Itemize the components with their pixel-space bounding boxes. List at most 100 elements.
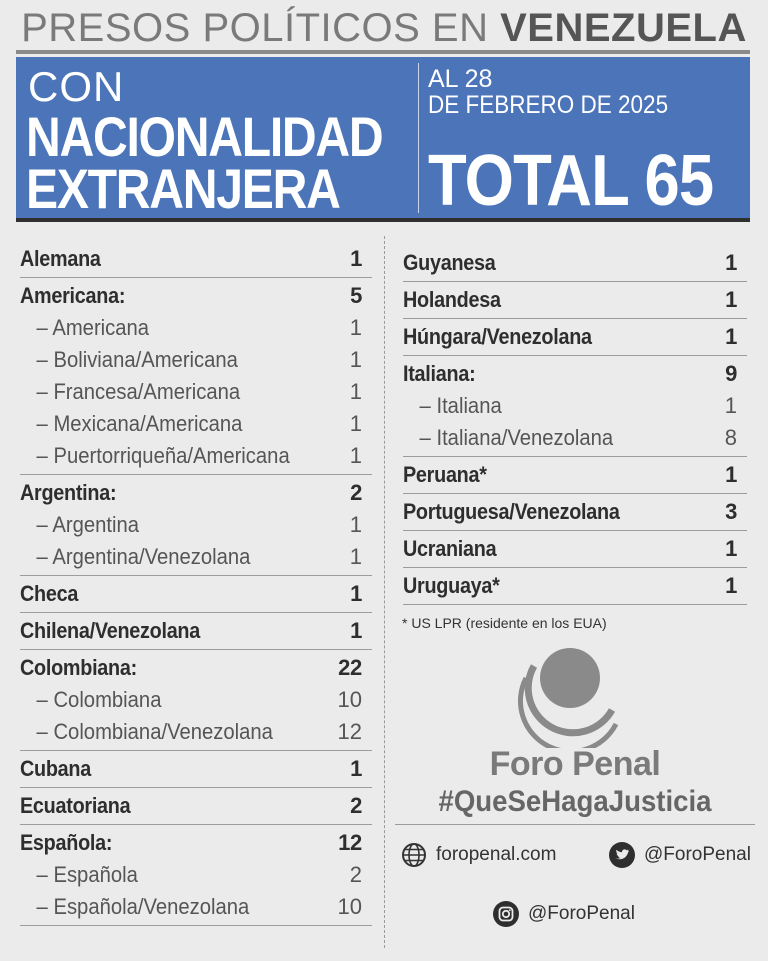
sub-nationality-row: – Argentina 1 [20, 509, 372, 541]
nationality-group: Uruguaya* 1 [403, 568, 747, 605]
nationality-label: Uruguaya* [403, 573, 500, 598]
nationality-row: Española: 12 [20, 827, 372, 859]
sub-nationality-row: – Española/Venezolana 10 [20, 891, 372, 923]
nationality-label: Colombiana: [20, 655, 137, 680]
sub-nationality-row: – Mexicana/Americana 1 [20, 408, 372, 440]
nationality-row: Uruguaya* 1 [403, 570, 747, 602]
sub-nationality-row: – Española 2 [20, 859, 372, 891]
twitter-link[interactable]: @ForoPenal [608, 841, 751, 869]
nationality-count: 5 [350, 283, 362, 308]
banner-line-2: NACIONALIDAD [26, 105, 384, 168]
nationality-row: Cubana 1 [20, 753, 372, 785]
nationality-group: Argentina: 2– Argentina 1 – Argentina/Venez… [20, 475, 372, 576]
right-column: Guyanesa 1 Holandesa 1 Húngara/Venezolana 1 It… [403, 245, 747, 605]
nationality-count: 2 [350, 793, 362, 818]
sub-nationality-count: 1 [349, 443, 362, 468]
nationality-row: Peruana* 1 [403, 459, 747, 491]
sub-nationality-row: – Francesa/Americana 1 [20, 376, 372, 408]
nationality-label: Italiana: [403, 361, 476, 386]
nationality-group: Húngara/Venezolana 1 [403, 319, 747, 356]
twitter-icon [608, 841, 636, 869]
sub-nationality-row: – Puertorriqueña/Americana 1 [20, 440, 372, 472]
nationality-row: Alemana 1 [20, 243, 372, 275]
nationality-count: 1 [350, 618, 362, 643]
nationality-row: Italiana: 9 [403, 358, 747, 390]
nationality-label: Portuguesa/Venezolana [403, 499, 620, 524]
nationality-label: Ecuatoriana [20, 793, 131, 818]
sub-nationality-label: – Francesa/Americana [36, 379, 241, 404]
nationality-label: Checa [20, 581, 79, 606]
nationality-count: 1 [725, 536, 737, 561]
nationality-row: Colombiana: 22 [20, 652, 372, 684]
sub-nationality-row: – Italiana/Venezolana 8 [403, 422, 747, 454]
sub-nationality-label: – Americana [36, 315, 150, 340]
nationality-row: Guyanesa 1 [403, 247, 747, 279]
instagram-handle: @ForoPenal [528, 903, 635, 924]
nationality-label: Alemana [20, 246, 101, 271]
nationality-count: 3 [725, 499, 737, 524]
sub-nationality-count: 10 [337, 894, 362, 919]
title-bold: VENEZUELA [500, 6, 747, 50]
nationality-count: 1 [350, 246, 362, 271]
sub-nationality-row: – Italiana 1 [403, 390, 747, 422]
sub-nationality-row: – Colombiana 10 [20, 684, 372, 716]
sub-nationality-label: – Italiana/Venezolana [419, 425, 614, 450]
nationality-label: Peruana* [403, 462, 487, 487]
nationality-group: Ecuatoriana 2 [20, 788, 372, 825]
nationality-group: Colombiana: 22 – Colombiana 10 – Colombiana/… [20, 650, 372, 751]
nationality-row: Checa 1 [20, 578, 372, 610]
twitter-handle: @ForoPenal [644, 844, 751, 865]
nationality-group: Americana: 5– Americana 1– Boliviana/Ameri… [20, 278, 372, 475]
nationality-group: Peruana* 1 [403, 457, 747, 494]
sub-nationality-row: – Boliviana/Americana 1 [20, 344, 372, 376]
sub-nationality-label: – Colombiana/Venezolana [36, 719, 273, 744]
nationality-count: 1 [725, 324, 737, 349]
brand-hashtag: #QueSeHagaJusticia [438, 785, 712, 818]
instagram-link[interactable]: @ForoPenal [492, 900, 635, 928]
sub-nationality-label: – Italiana [419, 393, 502, 418]
nationality-count: 1 [725, 250, 737, 275]
nationality-row: Argentina: 2 [20, 477, 372, 509]
nationality-group: Checa 1 [20, 576, 372, 613]
page-title: PRESOS POLÍTICOS EN VENEZUELA [0, 6, 768, 51]
nationality-group: Cubana 1 [20, 751, 372, 788]
sub-nationality-row: – Americana 1 [20, 312, 372, 344]
nationality-count: 1 [725, 573, 737, 598]
nationality-row: Húngara/Venezolana 1 [403, 321, 747, 353]
globe-icon [400, 841, 428, 869]
nationality-count: 1 [350, 756, 362, 781]
left-column: Alemana 1 Americana: 5– Americana 1– Bolivia… [20, 241, 372, 926]
footnote: * US LPR (residente en los EUA) [402, 615, 607, 631]
sub-nationality-label: – Argentina/Venezolana [36, 544, 251, 569]
nationality-label: Chilena/Venezolana [20, 618, 201, 643]
website-text: foropenal.com [436, 844, 557, 865]
nationality-label: Guyanesa [403, 250, 496, 275]
nationality-group: Chilena/Venezolana 1 [20, 613, 372, 650]
sub-nationality-count: 1 [349, 544, 362, 569]
nationality-group: Ucraniana 1 [403, 531, 747, 568]
banner-date-line-1: AL 28 [428, 65, 493, 93]
nationality-group: Española: 12 – Española 2 – Española/Venezol… [20, 825, 372, 926]
nationality-label: Húngara/Venezolana [403, 324, 592, 349]
nationality-row: Americana: 5 [20, 280, 372, 312]
footer-rule [395, 824, 755, 825]
nationality-count: 1 [350, 581, 362, 606]
nationality-label: Española: [20, 830, 113, 855]
title-light: PRESOS POLÍTICOS EN [21, 6, 489, 50]
sub-nationality-label: – Boliviana/Americana [36, 347, 238, 372]
nationality-count: 2 [350, 480, 362, 505]
brand-name: Foro Penal [489, 745, 661, 783]
website-link[interactable]: foropenal.com [400, 841, 556, 869]
sub-nationality-count: 1 [349, 411, 362, 436]
banner-line-1: CON [28, 63, 125, 110]
sub-nationality-label: – Colombiana [36, 687, 162, 712]
nationality-count: 1 [725, 287, 737, 312]
sub-nationality-count: 12 [337, 719, 362, 744]
nationality-count: 12 [338, 830, 362, 855]
nationality-count: 9 [725, 361, 737, 386]
sub-nationality-count: 1 [349, 379, 362, 404]
sub-nationality-label: – Española/Venezolana [36, 894, 250, 919]
sub-nationality-count: 1 [349, 347, 362, 372]
banner-date-line-2: DE FEBRERO DE 2025 [428, 91, 669, 119]
nationality-label: Americana: [20, 283, 126, 308]
